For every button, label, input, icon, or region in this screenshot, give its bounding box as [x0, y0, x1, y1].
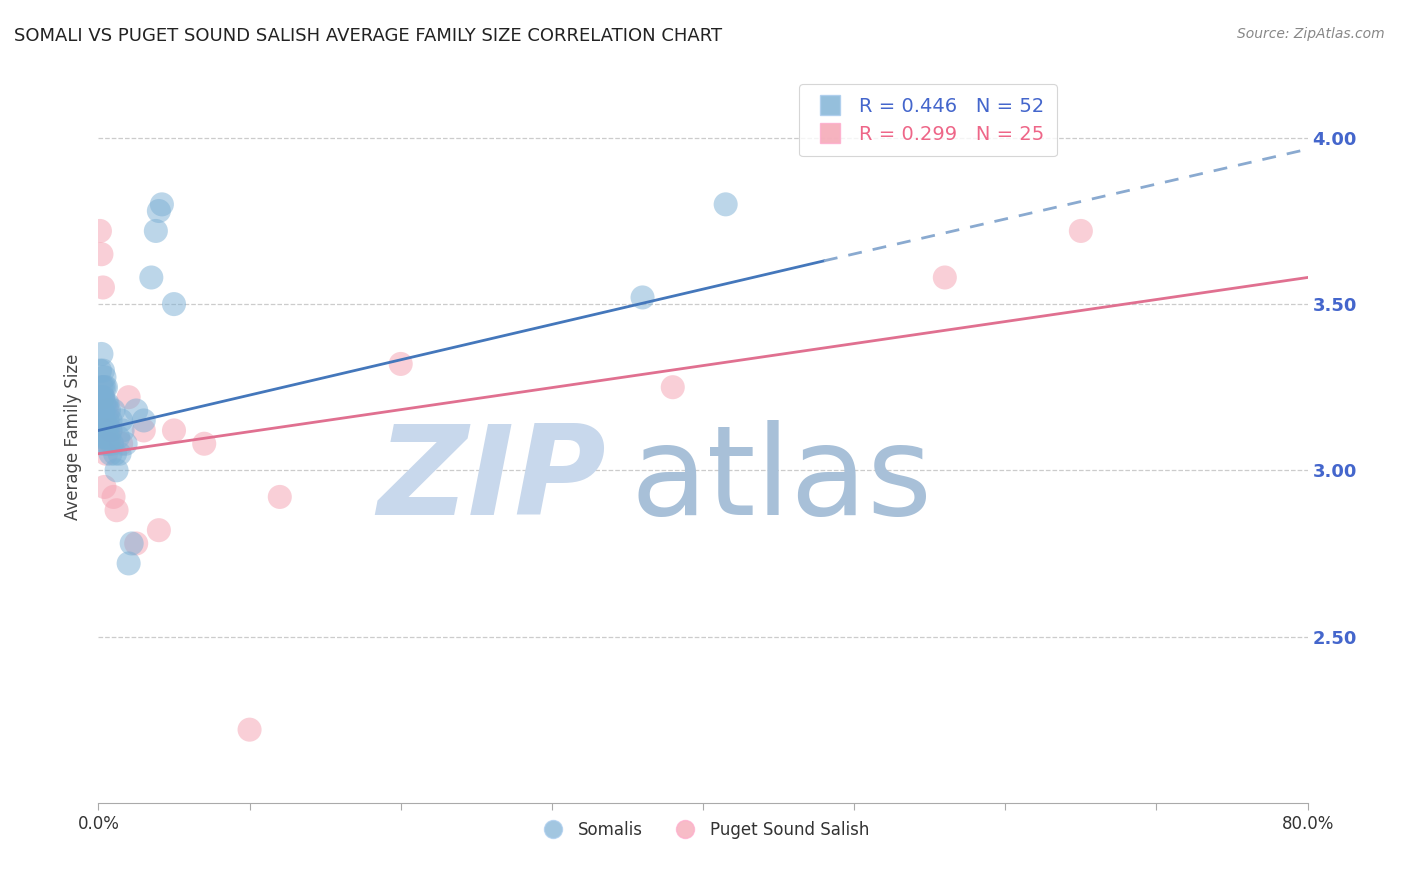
Point [96, 413, 118, 427]
Point [148, 523, 170, 537]
Point [91, 390, 114, 404]
Point [93, 370, 115, 384]
Text: SOMALI VS PUGET SOUND SALISH AVERAGE FAMILY SIZE CORRELATION CHART: SOMALI VS PUGET SOUND SALISH AVERAGE FAM… [14, 27, 723, 45]
Point [89, 397, 111, 411]
Point [96, 436, 118, 450]
Point [163, 424, 186, 438]
Point [91, 380, 114, 394]
Point [121, 536, 143, 550]
Point [93, 480, 115, 494]
Point [389, 357, 412, 371]
Point [90, 380, 112, 394]
Point [89, 363, 111, 377]
Point [103, 403, 125, 417]
Point [93, 413, 115, 427]
Point [100, 424, 122, 438]
Point [90, 247, 112, 261]
Point [105, 503, 128, 517]
Point [132, 413, 155, 427]
Point [91, 280, 114, 294]
Point [148, 204, 170, 219]
Point [93, 380, 115, 394]
Text: Source: ZipAtlas.com: Source: ZipAtlas.com [1237, 27, 1385, 41]
Point [98, 430, 121, 444]
Point [98, 403, 121, 417]
Y-axis label: Average Family Size: Average Family Size [63, 354, 82, 520]
Point [193, 436, 215, 450]
Point [89, 224, 111, 238]
Point [104, 447, 127, 461]
Point [110, 413, 132, 427]
Point [125, 536, 148, 550]
Point [141, 270, 163, 285]
Point [94, 430, 117, 444]
Point [89, 413, 111, 427]
Point [96, 397, 118, 411]
Point [145, 224, 167, 238]
Point [96, 424, 118, 438]
Point [100, 424, 122, 438]
Point [90, 430, 112, 444]
Point [90, 403, 112, 417]
Point [91, 403, 114, 417]
Point [94, 424, 117, 438]
Point [132, 424, 155, 438]
Point [103, 490, 125, 504]
Point [110, 436, 132, 450]
Text: ZIP: ZIP [378, 420, 606, 541]
Point [94, 380, 117, 394]
Point [101, 436, 124, 450]
Point [114, 436, 136, 450]
Point [91, 390, 114, 404]
Point [150, 197, 173, 211]
Point [714, 197, 737, 211]
Point [163, 297, 186, 311]
Point [269, 490, 291, 504]
Point [90, 347, 112, 361]
Point [98, 436, 121, 450]
Point [239, 723, 262, 737]
Text: atlas: atlas [630, 420, 932, 541]
Point [111, 424, 134, 438]
Point [125, 403, 148, 417]
Point [661, 380, 683, 394]
Point [94, 397, 117, 411]
Point [93, 424, 115, 438]
Point [93, 397, 115, 411]
Point [90, 390, 112, 404]
Point [118, 390, 141, 404]
Point [934, 270, 956, 285]
Point [108, 447, 131, 461]
Point [107, 430, 129, 444]
Point [100, 413, 122, 427]
Point [96, 403, 118, 417]
Point [91, 424, 114, 438]
Point [94, 447, 117, 461]
Point [93, 430, 115, 444]
Legend: Somalis, Puget Sound Salish: Somalis, Puget Sound Salish [530, 814, 876, 846]
Point [1070, 224, 1092, 238]
Point [100, 447, 122, 461]
Point [105, 463, 128, 477]
Point [91, 436, 114, 450]
Point [91, 363, 114, 377]
Point [631, 290, 654, 304]
Point [118, 557, 141, 571]
